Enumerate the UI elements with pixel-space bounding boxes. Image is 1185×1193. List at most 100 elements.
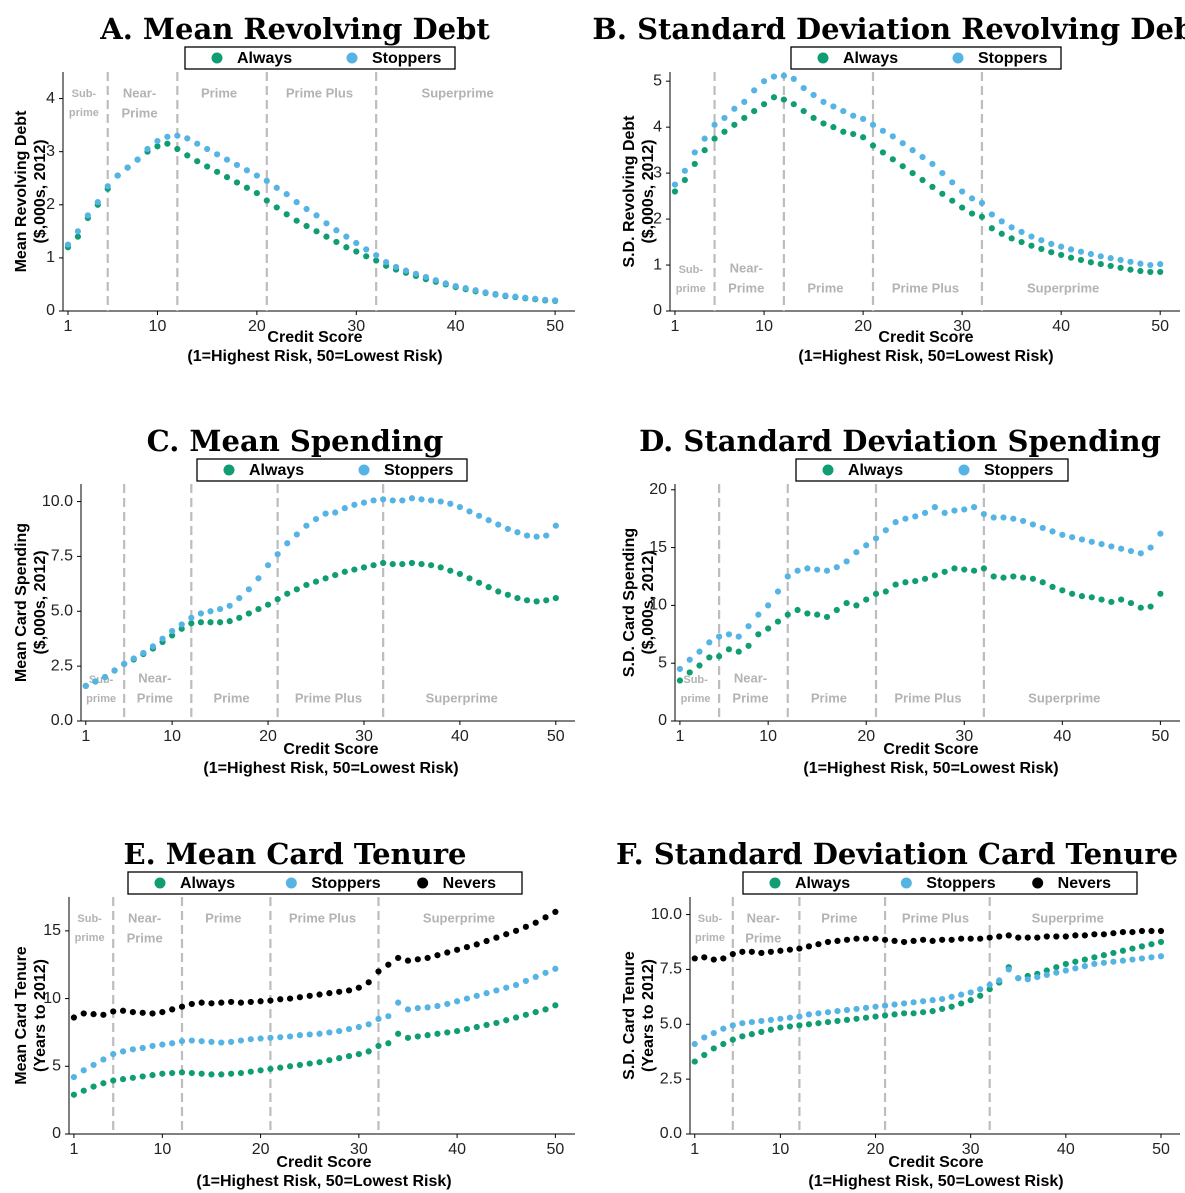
series-always xyxy=(64,140,559,305)
series-stoppers xyxy=(671,72,1164,269)
data-point-always xyxy=(316,1059,323,1066)
data-point-stoppers xyxy=(237,1037,245,1044)
data-point-always xyxy=(424,1032,431,1039)
data-point-stoppers xyxy=(351,501,358,508)
data-point-always xyxy=(341,568,348,575)
data-point-stoppers xyxy=(169,627,176,635)
data-point-stoppers xyxy=(399,497,406,504)
data-point-stoppers xyxy=(739,1020,746,1027)
x-tick-label: 10 xyxy=(149,318,167,335)
data-point-always xyxy=(676,677,684,684)
data-point-nevers xyxy=(815,941,822,948)
data-point-stoppers xyxy=(353,239,360,247)
data-point-always xyxy=(332,571,339,579)
chart-title: E. Mean Card Tenure xyxy=(124,837,467,871)
data-point-always xyxy=(1157,590,1164,597)
x-axis-subtitle: (1=Highest Risk, 50=Lowest Risk) xyxy=(187,348,442,365)
data-point-always xyxy=(721,128,728,135)
data-point-nevers xyxy=(424,954,431,962)
data-point-always xyxy=(129,1074,136,1081)
data-point-always xyxy=(408,559,416,567)
data-point-stoppers xyxy=(194,140,201,147)
data-point-always xyxy=(1127,266,1134,273)
legend-marker-always xyxy=(223,464,235,476)
data-point-nevers xyxy=(306,992,313,999)
data-point-nevers xyxy=(237,999,245,1006)
legend-marker-always xyxy=(211,52,223,64)
data-point-stoppers xyxy=(512,293,519,300)
data-point-always xyxy=(988,225,995,232)
y-tick-label: 10.0 xyxy=(651,906,682,923)
data-point-always xyxy=(770,94,778,101)
data-point-always xyxy=(843,1016,851,1023)
data-point-always xyxy=(90,1083,97,1090)
data-point-stoppers xyxy=(1118,545,1125,552)
y-axis-subtitle: (Years to 2012) xyxy=(32,959,49,1072)
chart-title: F. Standard Deviation Card Tenure xyxy=(616,837,1178,871)
data-point-stoppers xyxy=(473,992,480,999)
data-point-always xyxy=(303,222,310,230)
data-point-stoppers xyxy=(90,1061,97,1069)
data-point-nevers xyxy=(542,914,549,921)
legend-marker-stoppers xyxy=(358,464,370,476)
data-point-always xyxy=(399,560,406,568)
data-point-always xyxy=(355,1050,362,1058)
data-point-always xyxy=(731,121,738,128)
data-point-always xyxy=(804,610,811,617)
y-tick-label: 2.5 xyxy=(660,1070,682,1087)
data-point-always xyxy=(263,197,270,204)
region-label: Superprime xyxy=(1032,910,1104,925)
data-point-stoppers xyxy=(178,1038,186,1045)
data-point-nevers xyxy=(1015,934,1022,941)
data-point-stoppers xyxy=(385,1013,392,1020)
data-point-stoppers xyxy=(313,212,320,219)
y-tick-label: 5 xyxy=(658,654,667,671)
data-point-always xyxy=(823,613,831,621)
data-point-stoppers xyxy=(503,984,510,991)
data-point-always xyxy=(522,1011,529,1018)
x-tick-label: 50 xyxy=(1151,318,1169,335)
series-always xyxy=(671,94,1164,276)
panel-d: D. Standard Deviation Spending Always Stop… xyxy=(621,424,1180,777)
data-point-stoppers xyxy=(1127,258,1134,265)
region-label: Prime Plus xyxy=(902,910,969,925)
data-point-stoppers xyxy=(968,195,976,202)
data-point-stoppers xyxy=(404,1006,412,1013)
data-point-stoppers xyxy=(671,181,679,188)
x-tick-label: 10 xyxy=(759,728,777,745)
data-point-stoppers xyxy=(355,1023,362,1031)
y-tick-label: 5 xyxy=(52,1058,61,1075)
data-point-nevers xyxy=(1053,933,1060,940)
data-point-stoppers xyxy=(552,965,559,972)
data-point-always xyxy=(253,189,260,197)
data-point-always xyxy=(447,567,454,574)
data-point-nevers xyxy=(483,937,490,945)
legend-box xyxy=(127,871,523,895)
y-axis-subtitle: ($,000s, 2012) xyxy=(32,139,49,243)
data-point-stoppers xyxy=(543,532,550,539)
data-point-nevers xyxy=(188,1000,195,1008)
data-point-always xyxy=(197,619,205,626)
data-point-always xyxy=(691,1058,698,1065)
data-point-always xyxy=(514,595,521,602)
legend-label-always: Always xyxy=(848,462,903,479)
data-point-always xyxy=(164,140,171,147)
data-point-stoppers xyxy=(902,515,909,522)
data-point-stoppers xyxy=(834,1008,841,1015)
data-point-always xyxy=(1157,938,1165,946)
data-point-stoppers xyxy=(428,497,435,504)
region-label: Near- xyxy=(730,260,763,275)
data-point-stoppers xyxy=(872,1003,879,1010)
data-point-stoppers xyxy=(418,496,425,503)
region-label: Near- xyxy=(747,910,780,925)
data-point-nevers xyxy=(90,1011,97,1018)
series-stoppers xyxy=(70,965,559,1081)
data-point-stoppers xyxy=(466,508,473,515)
data-point-always xyxy=(119,1076,127,1083)
data-point-always xyxy=(284,590,291,597)
y-axis-title: S.D. Card Tenure xyxy=(621,951,638,1080)
data-point-stoppers xyxy=(967,989,974,996)
data-point-stoppers xyxy=(188,1037,195,1044)
data-point-always xyxy=(267,1065,274,1073)
x-tick-label: 30 xyxy=(355,728,373,745)
